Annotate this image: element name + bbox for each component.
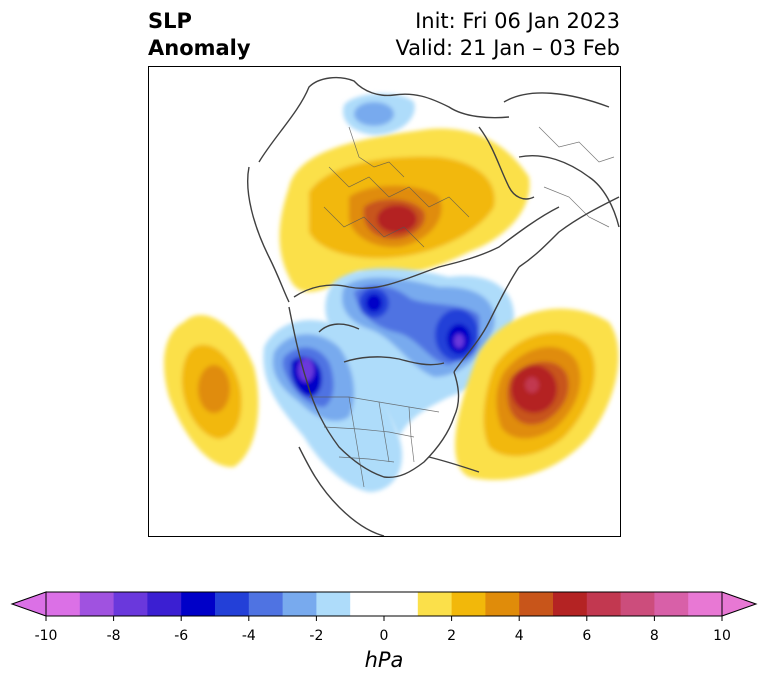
colorbar-cell: [147, 592, 182, 616]
map-title-variable: SLP Anomaly: [148, 8, 251, 62]
map-title-dates: Init: Fri 06 Jan 2023 Valid: 21 Jan – 03…: [395, 8, 620, 62]
colorbar-cell: [79, 592, 115, 616]
colorbar-cell: [316, 592, 351, 616]
colorbar-tick-label: 10: [713, 628, 731, 644]
valid-range-label: Valid: 21 Jan – 03 Feb: [395, 36, 620, 60]
pacific-high-anomaly: [164, 314, 259, 468]
colorbar-ticks: [45, 616, 723, 621]
country-borders: [309, 126, 615, 488]
colorbar-cell: [620, 592, 655, 616]
colorbar-tick-label: 2: [447, 628, 457, 644]
colorbar-extend-low: [10, 591, 47, 617]
title-variable-line2: Anomaly: [148, 36, 251, 60]
colorbar-cell: [350, 592, 385, 616]
colorbar-tick-label: -6: [174, 628, 189, 644]
colorbar: [10, 591, 758, 621]
colorbar-extend-high: [721, 591, 758, 617]
colorbar-cell: [417, 592, 453, 616]
colorbar-cells: [46, 592, 723, 616]
colorbar-cell: [586, 592, 622, 616]
colorbar-cell: [282, 592, 317, 616]
title-variable-line1: SLP: [148, 9, 192, 33]
atlantic-high-anomaly: [455, 308, 619, 481]
colorbar-tick-label: 4: [514, 628, 524, 644]
scandinavia-low-anomaly: [343, 93, 415, 135]
colorbar-cell: [654, 592, 689, 616]
colorbar-tick-label: 6: [582, 628, 592, 644]
map-canvas: [164, 76, 620, 536]
arctic-high-anomaly: [279, 128, 530, 292]
colorbar-tick-label: -10: [34, 628, 58, 644]
colorbar-cell: [46, 592, 81, 616]
init-date-label: Init: Fri 06 Jan 2023: [415, 9, 620, 33]
colorbar-tick-label: 8: [649, 628, 659, 644]
slp-anomaly-map: [148, 66, 621, 537]
colorbar-cell: [688, 592, 723, 616]
colorbar-cell: [113, 592, 148, 616]
colorbar-cell: [553, 592, 588, 616]
colorbar-cell: [485, 592, 520, 616]
colorbar-tick-label: 0: [379, 628, 389, 644]
hudson-greenland-low-anomaly: [325, 268, 514, 437]
colorbar-cell: [181, 592, 216, 616]
colorbar-tick-label: -4: [241, 628, 256, 644]
colorbar-cell: [451, 592, 486, 616]
coastlines: [247, 76, 620, 536]
colorbar-tick-label: -8: [106, 628, 121, 644]
colorbar-cell: [519, 592, 554, 616]
colorbar-unit-label: hPa: [364, 648, 404, 672]
colorbar-cell: [215, 592, 250, 616]
colorbar-tick-label: -2: [309, 628, 324, 644]
colorbar-cell: [248, 592, 284, 616]
colorbar-cell: [384, 592, 419, 616]
